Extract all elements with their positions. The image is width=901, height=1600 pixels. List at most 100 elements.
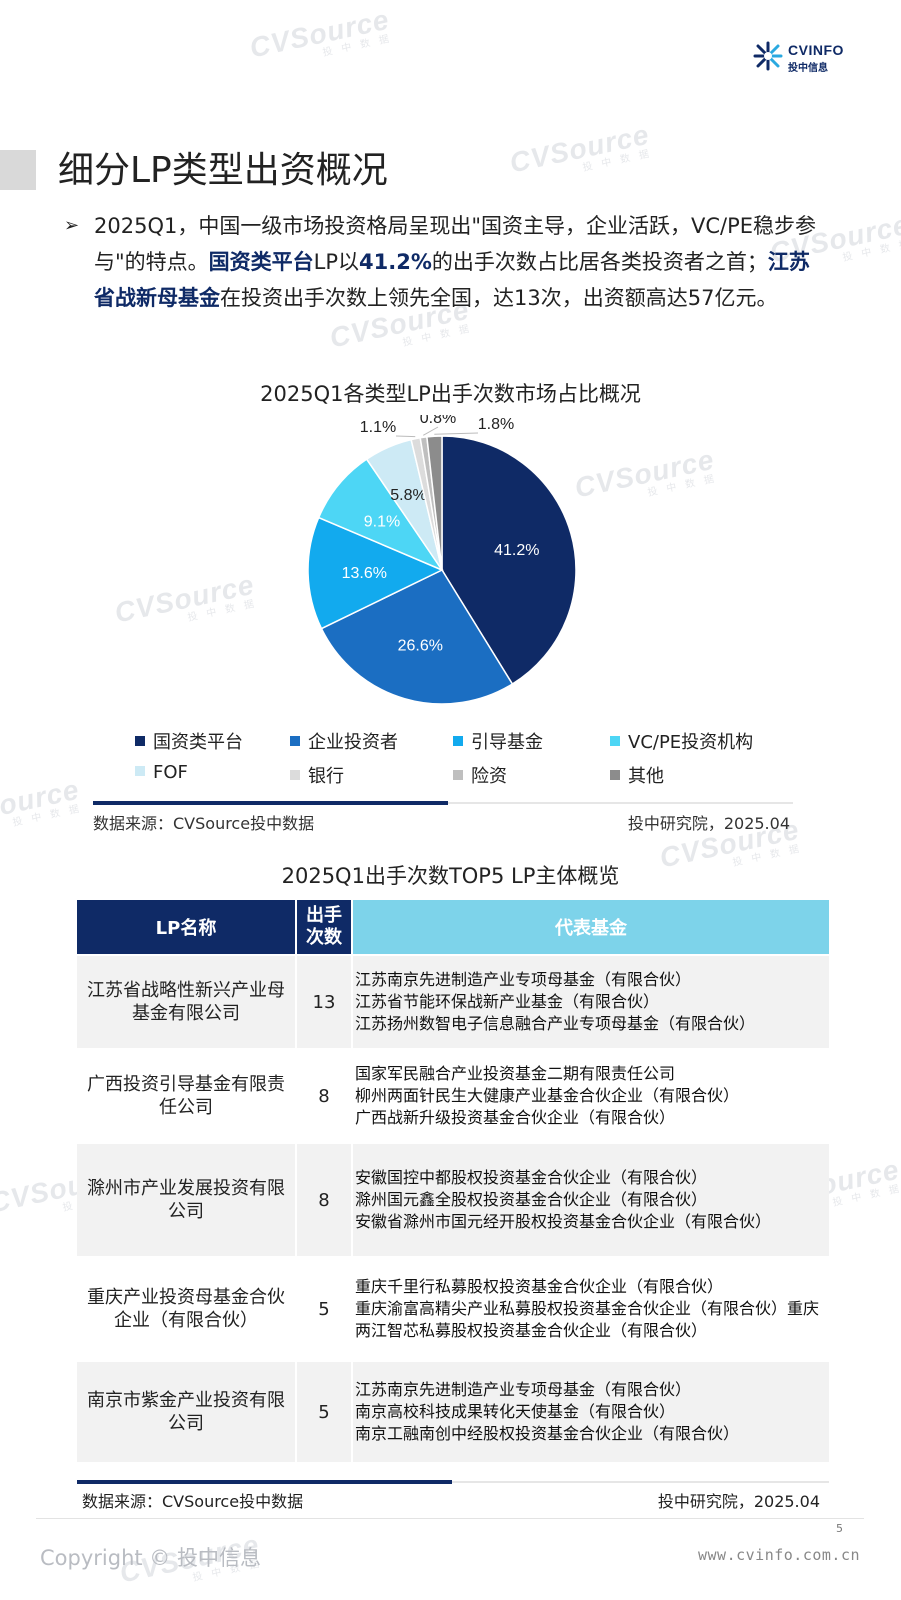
fund-name: 江苏南京先进制造产业专项母基金（有限合伙）: [355, 1380, 692, 1399]
chart-source: 数据来源：CVSource投中数据: [93, 814, 315, 833]
intro-highlight: 国资类平台: [208, 250, 314, 274]
fund-name: 国家军民融合产业投资基金二期有限责任公司: [355, 1064, 676, 1083]
fund-name: 江苏南京先进制造产业专项母基金（有限合伙）: [355, 970, 692, 989]
table-row: 广西投资引导基金有限责任公司 8 国家军民融合产业投资基金二期有限责任公司柳州两面针…: [77, 1048, 829, 1142]
legend-swatch: [135, 736, 145, 746]
fund-name: 柳州两面针民生大健康产业基金合伙企业（有限合伙）: [355, 1086, 740, 1105]
legend-item: 其他: [610, 762, 664, 788]
count-cell: 5: [297, 1256, 353, 1360]
header-lp-name: LP名称: [77, 900, 297, 954]
count-cell: 8: [297, 1142, 353, 1256]
legend-item: 银行: [290, 762, 344, 788]
pie-slice-label: 1.1%: [360, 419, 396, 436]
top5-lp-table: LP名称 出手 次数 代表基金 江苏省战略性新兴产业母基金有限公司 13 江苏南京先进…: [77, 900, 829, 1462]
funds-cell: 江苏南京先进制造产业专项母基金（有限合伙） 南京高校科技成果转化天使基金（有限合伙…: [353, 1360, 829, 1462]
fund-name: 滁州国元鑫全股权投资基金合伙企业（有限合伙）: [355, 1190, 708, 1209]
table-title: 2025Q1出手次数TOP5 LP主体概览: [281, 864, 620, 888]
intro-highlight: 41.2%: [359, 250, 432, 274]
pie-slice: [441, 435, 577, 686]
legend-label: 银行: [308, 766, 344, 787]
pie-leader-line: [423, 426, 439, 436]
legend-label: VC/PE投资机构: [628, 732, 754, 753]
legend-label: FOF: [153, 762, 188, 783]
table-source-date: 投中研究院，2025.04: [657, 1492, 820, 1511]
legend-label: 企业投资者: [308, 732, 398, 753]
pie-slice-label: 41.2%: [494, 542, 539, 559]
fund-name: 南京高校科技成果转化天使基金（有限合伙）: [355, 1402, 676, 1421]
watermark-brand: CVSource: [246, 3, 393, 64]
watermark-sub: 投 中 数 据: [321, 33, 393, 59]
copyright: Copyright © 投中信息: [40, 1546, 261, 1570]
watermark-sub: 投 中 数 据: [831, 1183, 901, 1209]
legend-swatch: [453, 736, 463, 746]
legend-item: VC/PE投资机构: [610, 728, 753, 754]
pie-slice-label: 5.8%: [390, 487, 426, 504]
intro-text: 2025Q1，中国一级市场投资格局呈现出"国资主导，企业活跃，VC/PE稳步参与…: [94, 208, 824, 316]
legend-item: 引导基金: [453, 728, 543, 754]
website-url[interactable]: www.cvinfo.com.cn: [698, 1546, 861, 1564]
pie-slice-label: 26.6%: [398, 638, 443, 655]
legend-item: 企业投资者: [290, 728, 398, 754]
fund-name: 江苏省节能环保战新产业基金（有限合伙）: [355, 992, 660, 1011]
watermark-brand: CVSource: [506, 118, 653, 179]
fund-name: 江苏扬州数智电子信息融合产业专项母基金（有限合伙）: [355, 1014, 756, 1033]
title-accent-bar: [0, 150, 36, 190]
legend-item: 国资类平台: [135, 728, 243, 754]
pie-slice-label: 13.6%: [342, 565, 387, 582]
watermark-sub: 投 中 数 据: [401, 323, 473, 349]
bullet-arrow-icon: ➢: [64, 215, 80, 236]
intro-text-part: 在投资出手次数上领先全国，达13次，出资额高达57亿元。: [220, 286, 778, 310]
funds-cell: 安徽国控中都股权投资基金合伙企业（有限合伙） 滁州国元鑫全股权投资基金合伙企业（有…: [353, 1142, 829, 1256]
pie-leader-line: [434, 432, 479, 435]
intro-paragraph: ➢ 2025Q1，中国一级市场投资格局呈现出"国资主导，企业活跃，VC/PE稳步…: [64, 208, 824, 316]
watermark-sub: 投 中 数 据: [11, 803, 83, 829]
fund-name: 重庆千里行私募股权投资基金合伙企业（有限合伙）: [355, 1277, 724, 1296]
legend-swatch: [135, 766, 145, 776]
logo-text: CVINFO: [788, 42, 844, 58]
count-cell: 8: [297, 1048, 353, 1142]
legend-swatch: [453, 770, 463, 780]
lp-name-cell: 重庆产业投资母基金合伙企业（有限合伙）: [77, 1256, 297, 1360]
funds-cell: 江苏南京先进制造产业专项母基金（有限合伙） 江苏省节能环保战新产业基金（有限合伙）…: [353, 954, 829, 1048]
lp-name-cell: 南京市紫金产业投资有限公司: [77, 1360, 297, 1462]
count-cell: 13: [297, 954, 353, 1048]
table-row: 江苏省战略性新兴产业母基金有限公司 13 江苏南京先进制造产业专项母基金（有限合伙）…: [77, 954, 829, 1048]
footer-divider: [36, 1518, 864, 1519]
logo-subtext: 投中信息: [788, 63, 828, 74]
funds-cell: 重庆千里行私募股权投资基金合伙企业（有限合伙） 重庆渝富高精尖产业私募股权投资基金…: [353, 1256, 829, 1360]
intro-text-part: 2025Q1，中国一级市场投资格局呈现出"国资主导，企业活跃，VC/PE稳步参与…: [94, 214, 817, 274]
cvinfo-logo: CVINFO 投中信息: [752, 40, 862, 76]
table-row: 南京市紫金产业投资有限公司 5 江苏南京先进制造产业专项母基金（有限合伙） 南京高校科…: [77, 1360, 829, 1462]
header-funds: 代表基金: [353, 900, 829, 954]
header-count-line1: 出手: [306, 905, 342, 926]
lp-name-cell: 广西投资引导基金有限责任公司: [77, 1048, 297, 1142]
fund-name: 广西战新升级投资基金合伙企业（有限合伙）: [355, 1108, 676, 1127]
legend-item: 险资: [453, 762, 507, 788]
source-divider: [93, 801, 793, 805]
table-header-row: LP名称 出手 次数 代表基金: [77, 900, 829, 954]
watermark-sub: 投 中 数 据: [841, 238, 901, 264]
pie-slice: [307, 516, 444, 630]
chart-title: 2025Q1各类型LP出手次数市场占比概况: [260, 382, 641, 406]
intro-text-part: LP以: [313, 250, 360, 274]
source-divider-accent: [93, 801, 448, 805]
legend-label: 其他: [628, 766, 664, 787]
fund-name: 南京工融南创中经股权投资基金合伙企业（有限合伙）: [355, 1424, 740, 1443]
lp-name-cell: 滁州市产业发展投资有限公司: [77, 1142, 297, 1256]
legend-swatch: [290, 736, 300, 746]
lp-name-cell: 江苏省战略性新兴产业母基金有限公司: [77, 954, 297, 1048]
table-row: 重庆产业投资母基金合伙企业（有限合伙） 5 重庆千里行私募股权投资基金合伙企业（有限…: [77, 1256, 829, 1360]
watermark-brand: CVSource: [0, 773, 83, 834]
legend-swatch: [610, 736, 620, 746]
count-cell: 5: [297, 1360, 353, 1462]
funds-cell: 国家军民融合产业投资基金二期有限责任公司柳州两面针民生大健康产业基金合伙企业（有…: [353, 1048, 829, 1142]
logo-mark-icon: [753, 41, 783, 71]
chart-source-date: 投中研究院，2025.04: [627, 814, 790, 833]
fund-name: 安徽省滁州市国元经开股权投资基金合伙企业（有限合伙）: [355, 1212, 772, 1231]
pie-slice: [320, 569, 514, 705]
legend-item: FOF: [135, 762, 188, 783]
page-number: 5: [836, 1522, 843, 1535]
source-divider: [77, 1480, 829, 1484]
